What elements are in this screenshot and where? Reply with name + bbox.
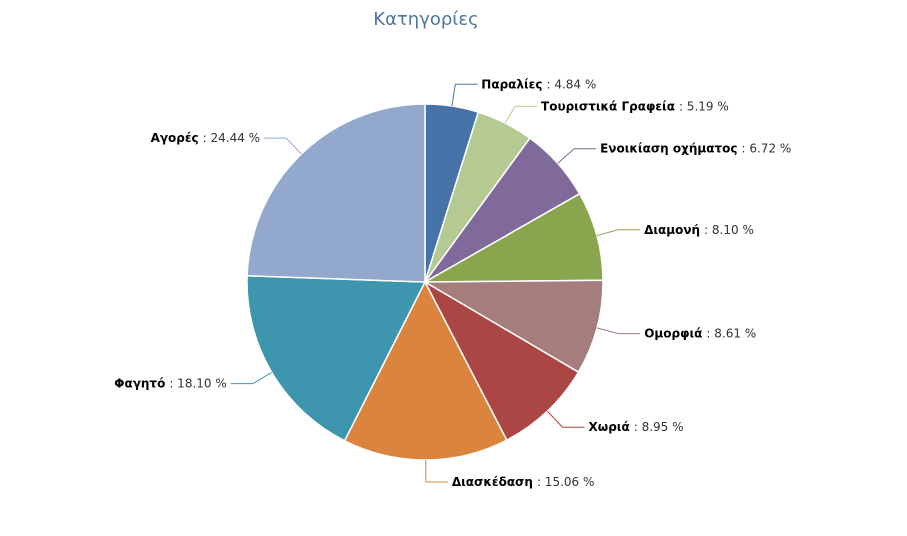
value-label: : 8.95 %	[634, 420, 684, 434]
pie-slice	[246, 274, 427, 442]
value-label: : 15.06 %	[537, 474, 594, 488]
data-label: Παραλίες : 4.84 %	[481, 77, 596, 91]
data-label: Χωριά : 8.95 %	[589, 420, 684, 434]
value-label: : 24.44 %	[203, 131, 260, 145]
pie-slice	[423, 280, 580, 442]
connector	[425, 459, 448, 483]
connector	[557, 148, 597, 164]
category-name: Αγορές	[151, 131, 199, 145]
pie-slice	[343, 280, 508, 461]
chart-title: Κατηγορίες	[373, 9, 478, 30]
category-name: Διαμονή	[644, 222, 700, 236]
category-name: Διασκέδαση	[452, 474, 533, 488]
category-name: Παραλίες	[481, 77, 542, 91]
data-label: Τουριστικά Γραφεία : 5.19 %	[541, 99, 729, 113]
connector	[596, 229, 641, 237]
category-name: Χωριά	[589, 420, 630, 434]
value-label: : 8.10 %	[704, 222, 754, 236]
category-name: Ενοικίαση οχήματος	[600, 141, 737, 155]
pie-slice	[422, 279, 604, 374]
category-name: Φαγητό	[114, 376, 165, 390]
connector	[264, 137, 302, 155]
category-name: Τουριστικά Γραφεία	[541, 99, 675, 113]
value-label: : 5.19 %	[679, 99, 729, 113]
data-label: Διασκέδαση : 15.06 %	[452, 474, 595, 488]
data-label: Ομορφιά : 8.61 %	[644, 326, 756, 340]
connector	[230, 372, 272, 385]
data-label: Αγορές : 24.44 %	[151, 131, 261, 145]
connector	[451, 83, 478, 107]
connector	[596, 327, 641, 335]
data-label: Διαμονή : 8.10 %	[644, 222, 754, 236]
data-label: Ενοικίαση οχήματος : 6.72 %	[600, 141, 791, 155]
value-label: : 18.10 %	[169, 376, 226, 390]
pie-slice	[422, 192, 604, 283]
value-label: : 8.61 %	[706, 326, 756, 340]
connector	[547, 410, 585, 428]
value-label: : 4.84 %	[546, 77, 596, 91]
pie-slice	[246, 103, 426, 283]
value-label: : 6.72 %	[742, 141, 792, 155]
category-name: Ομορφιά	[644, 326, 702, 340]
connector	[504, 105, 538, 124]
data-label: Φαγητό : 18.10 %	[114, 376, 227, 390]
